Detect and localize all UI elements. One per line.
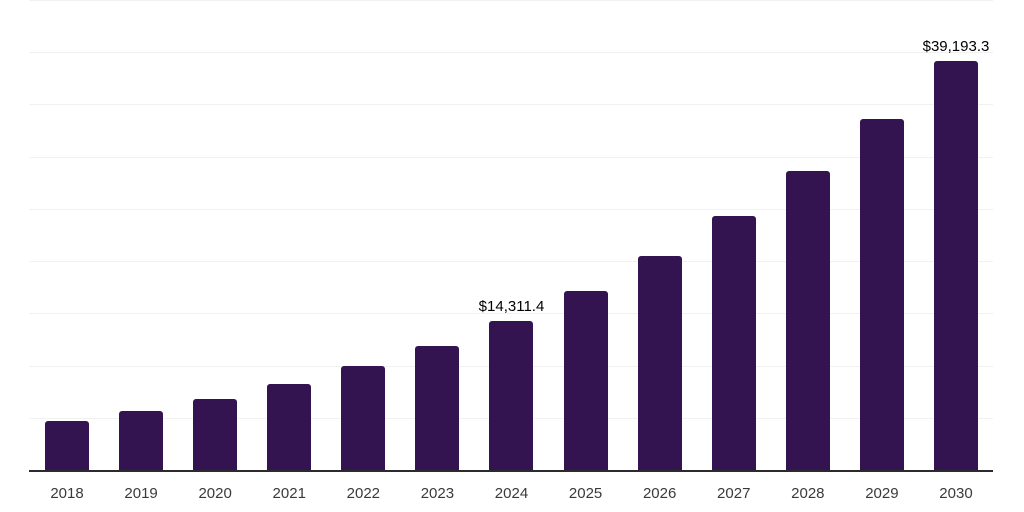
bar-2027 [711, 216, 756, 470]
x-tick-2028: 2028 [791, 485, 825, 502]
x-tick-2027: 2027 [717, 485, 751, 502]
x-tick-2018: 2018 [50, 485, 84, 502]
x-tick-2030: 2030 [939, 485, 973, 502]
bar-2020 [193, 399, 238, 470]
bar-2019 [119, 411, 164, 470]
bar-2030 [933, 60, 978, 470]
gridline-15000 [29, 313, 993, 315]
bar-2029 [859, 119, 904, 470]
plot-area: $14,311.4 $39,193.3 [29, 0, 993, 472]
bar-2025 [563, 291, 608, 470]
bar-2024 [489, 320, 534, 470]
x-tick-2021: 2021 [272, 485, 306, 502]
x-tick-2019: 2019 [124, 485, 158, 502]
gridline-25000 [29, 208, 993, 210]
bar-2021 [267, 384, 312, 470]
x-tick-2020: 2020 [198, 485, 232, 502]
x-axis: 2018 2019 2020 2021 2022 2023 2024 2025 2026 2027… [0, 472, 1024, 512]
bar-2022 [341, 365, 386, 470]
bar-2018 [45, 421, 89, 470]
bar-2023 [415, 345, 460, 470]
gridline-35000 [29, 104, 993, 106]
x-tick-2023: 2023 [420, 485, 455, 502]
data-label-2024: $14,311.4 [478, 297, 545, 315]
bar-2028 [785, 170, 830, 470]
data-label-2030: $39,193.3 [922, 37, 990, 55]
x-tick-2026: 2026 [642, 485, 677, 502]
gridline-45000 [29, 0, 993, 1]
x-tick-2029: 2029 [865, 485, 899, 502]
gridline-20000 [29, 261, 993, 263]
x-tick-2025: 2025 [568, 485, 603, 502]
x-tick-2024: 2024 [494, 485, 529, 502]
gridline-40000 [29, 52, 993, 54]
x-tick-2022: 2022 [346, 485, 381, 502]
gridline-30000 [29, 156, 993, 158]
bar-2026 [637, 255, 682, 470]
